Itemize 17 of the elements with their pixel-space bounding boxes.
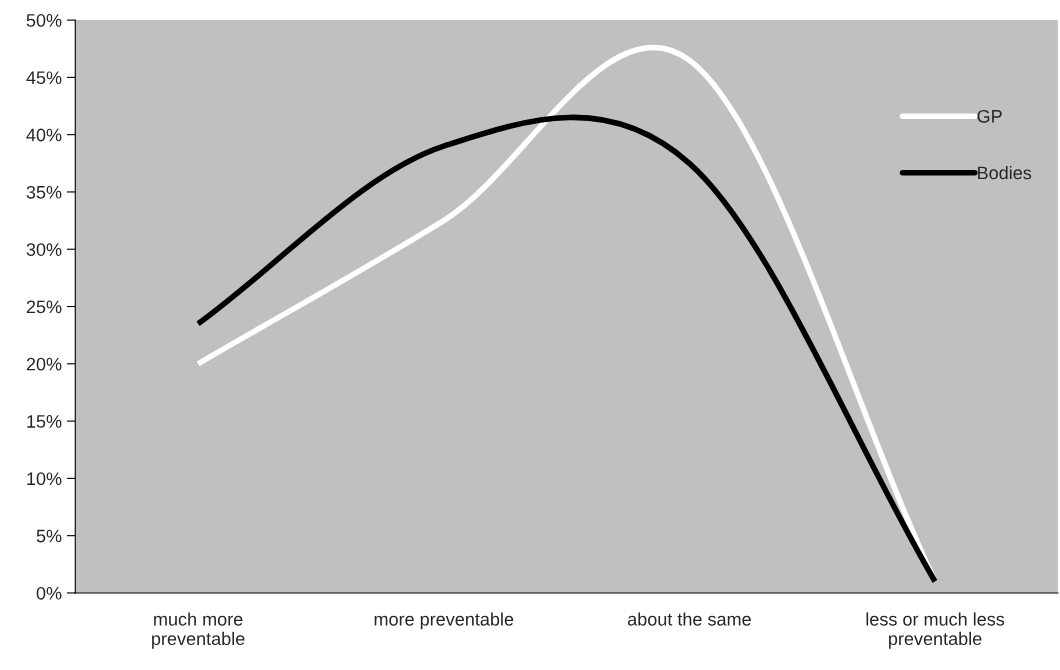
x-tick-label: more preventable (374, 612, 514, 630)
y-tick-label: 15% (27, 415, 62, 428)
y-tick-label: 5% (36, 529, 62, 543)
legend-label: Bodies (978, 165, 1032, 180)
y-tick-label: 10% (27, 472, 62, 486)
y-tick-label: 45% (26, 71, 62, 85)
x-tick-label: about the same (627, 612, 751, 626)
y-tick-label: 20% (26, 357, 62, 371)
y-tick-label: 40% (26, 128, 62, 142)
y-tick-label: 50% (26, 14, 62, 27)
y-tick-label: 30% (26, 243, 62, 256)
y-tick-label: 0% (36, 586, 62, 600)
x-tick-label: much more preventable (152, 612, 245, 649)
y-tick-label: 25% (26, 300, 62, 314)
y-tick-label: 35% (26, 185, 62, 199)
legend-label: GP (977, 109, 1002, 123)
x-tick-label: less or much less preventable (866, 612, 1005, 649)
